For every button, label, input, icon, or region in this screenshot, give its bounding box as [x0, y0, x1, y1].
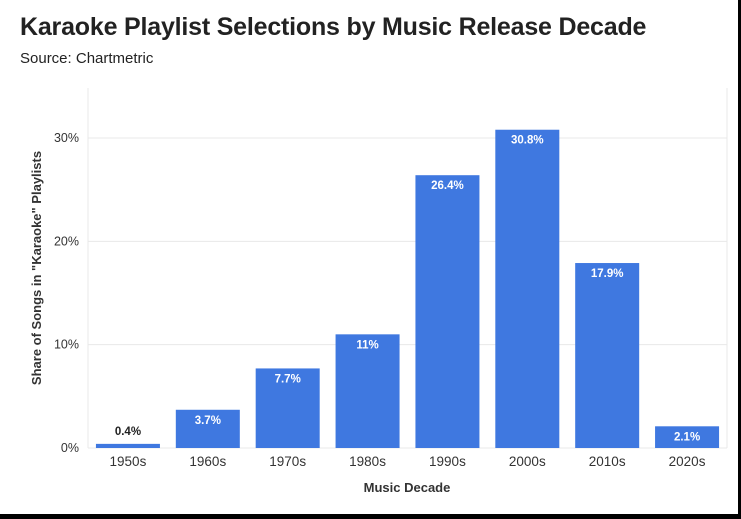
bar-value-label: 2.1% [674, 431, 700, 443]
bar-value-label: 11% [356, 339, 378, 351]
bars [95, 129, 720, 448]
y-tick-label: 0% [61, 441, 79, 455]
chart-subtitle: Source: Chartmetric [20, 50, 154, 67]
x-axis-label: Music Decade [364, 480, 451, 495]
x-tick-label: 1970s [269, 454, 306, 469]
y-tick-label: 20% [54, 234, 79, 248]
y-axis-ticks: 0% 10% 20% 30% [54, 131, 79, 455]
x-tick-label: 1990s [429, 454, 466, 469]
bar [655, 426, 720, 448]
bar-value-label: 17.9% [591, 268, 624, 280]
x-tick-label: 2020s [669, 454, 706, 469]
y-tick-label: 10% [54, 338, 79, 352]
x-tick-label: 2010s [589, 454, 626, 469]
bar [335, 334, 400, 448]
chart-title: Karaoke Playlist Selections by Music Rel… [20, 13, 647, 41]
bar-labels: 0.4% 3.7% 7.7% 11% 26.4% 30.8% 17.9% 2.1% [115, 135, 700, 444]
bar-value-label: 26.4% [431, 180, 464, 192]
bar [95, 443, 160, 448]
bar [495, 129, 560, 448]
y-tick-label: 30% [54, 131, 79, 145]
bar-value-label: 3.7% [195, 415, 221, 427]
bar-value-label: 30.8% [511, 135, 544, 147]
bar-value-label: 0.4% [115, 426, 141, 438]
x-axis-ticks: 1950s 1960s 1970s 1980s 1990s 2000s 2010s 2020s [110, 454, 706, 469]
bar [175, 409, 240, 448]
x-tick-label: 1950s [110, 454, 147, 469]
bar [575, 263, 640, 448]
x-tick-label: 2000s [509, 454, 546, 469]
x-tick-label: 1960s [189, 454, 226, 469]
y-axis-label: Share of Songs in "Karaoke" Playlists [29, 151, 44, 385]
x-tick-label: 1980s [349, 454, 386, 469]
bar-value-label: 7.7% [275, 373, 301, 385]
bar [255, 368, 320, 448]
bar [415, 175, 480, 448]
